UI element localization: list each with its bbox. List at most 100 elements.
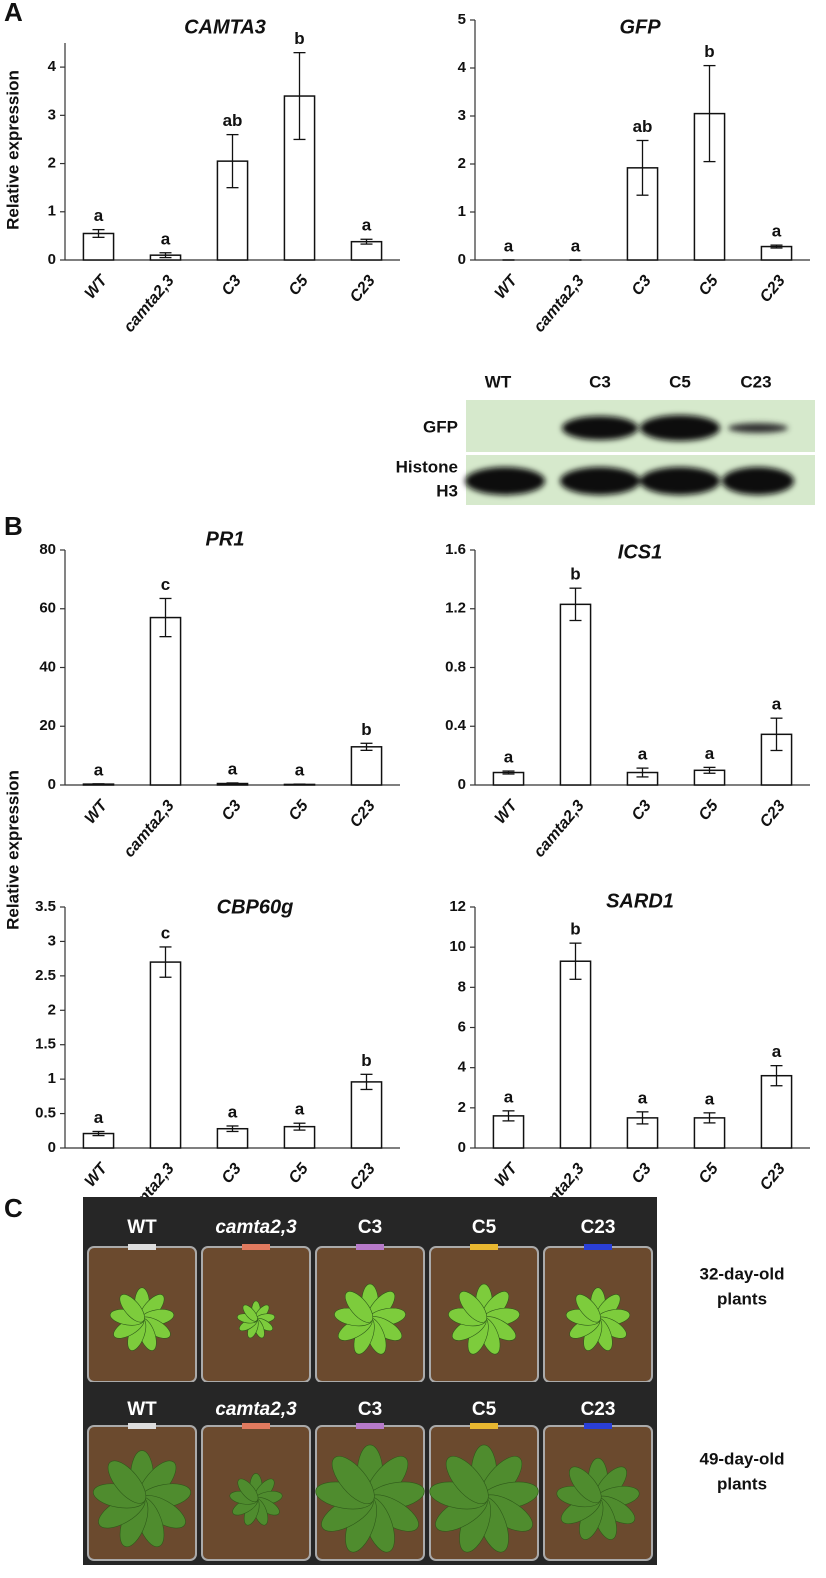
x-tick-label: camta2,3: [531, 272, 588, 335]
error-bar: [636, 1111, 649, 1125]
x-tick-label: WT: [492, 271, 522, 302]
significance-letter: a: [772, 695, 782, 714]
significance-letter: a: [571, 236, 581, 255]
significance-letter: a: [705, 744, 715, 763]
leaf: [445, 1456, 489, 1504]
error-bar: [159, 597, 172, 638]
significance-letter: a: [228, 1102, 238, 1121]
error-bar: [703, 766, 716, 774]
significance-letter: a: [638, 745, 648, 764]
y-tick-label: 1.6: [445, 541, 466, 558]
label-tag: [128, 1244, 156, 1250]
chart-title: ICS1: [618, 541, 662, 563]
x-tick-label: C3: [629, 272, 655, 299]
y-tick-label: 20: [39, 717, 56, 734]
significance-letter: a: [504, 748, 514, 767]
bar: [350, 746, 383, 786]
row-label: Histone: [396, 457, 458, 476]
chart-title: PR1: [206, 528, 245, 550]
significance-letter: a: [362, 216, 372, 235]
error-bar: [360, 742, 373, 751]
y-tick-label: 0: [458, 1139, 466, 1156]
error-bar: [159, 252, 172, 259]
significance-letter: ab: [223, 111, 243, 130]
panel-label: A: [4, 0, 23, 27]
chart-title: CAMTA3: [184, 16, 266, 38]
bar: [559, 960, 592, 1149]
x-tick-label: C23: [347, 1160, 379, 1193]
error-bar: [226, 1125, 239, 1133]
x-tick-label: C3: [219, 797, 245, 824]
significance-letter: a: [772, 222, 782, 241]
x-tick-label: WT: [82, 271, 112, 302]
label-tag: [356, 1423, 384, 1429]
x-tick-label: camta2,3: [121, 272, 178, 335]
panel-label: C: [4, 1193, 23, 1223]
y-tick-label: 2: [48, 155, 56, 172]
y-tick-label: 0: [48, 776, 56, 793]
x-tick-label: C23: [757, 272, 789, 305]
x-tick-label: C5: [696, 1160, 723, 1187]
leaf: [237, 1478, 259, 1503]
y-tick-label: 1.2: [445, 600, 466, 617]
y-axis-label: Relative expression: [3, 70, 22, 230]
y-tick-label: 6: [458, 1018, 466, 1035]
bar: [82, 232, 115, 261]
significance-letter: b: [570, 920, 580, 939]
age-caption: plants: [717, 1289, 767, 1308]
x-tick-label: C5: [696, 797, 723, 824]
significance-letter: b: [361, 720, 371, 739]
y-tick-label: 1: [48, 1070, 56, 1087]
significance-letter: a: [504, 236, 514, 255]
error-bar: [226, 133, 239, 189]
genotype-label: C23: [581, 1217, 616, 1238]
x-tick-label: C3: [219, 272, 245, 299]
genotype-label: WT: [127, 1399, 157, 1420]
x-tick-label: C23: [757, 1160, 789, 1193]
chart-title: SARD1: [606, 890, 674, 912]
y-tick-label: 0.5: [35, 1105, 56, 1122]
genotype-label: C3: [358, 1399, 382, 1420]
leaf: [331, 1456, 375, 1504]
error-bar: [293, 1122, 306, 1131]
x-tick-label: C5: [286, 272, 313, 299]
significance-letter: a: [295, 1100, 305, 1119]
x-tick-label: C3: [629, 797, 655, 824]
genotype-label: WT: [127, 1217, 157, 1238]
y-tick-label: 4: [458, 1059, 467, 1076]
significance-letter: ab: [633, 117, 653, 136]
error-bar: [770, 1065, 783, 1087]
x-tick-label: C3: [219, 1160, 245, 1187]
age-caption: plants: [717, 1474, 767, 1493]
label-tag: [470, 1244, 498, 1250]
y-tick-label: 40: [39, 658, 56, 675]
x-tick-label: WT: [82, 1159, 112, 1190]
x-tick-label: C3: [629, 1160, 655, 1187]
panel-label: B: [4, 511, 23, 541]
leaf: [458, 1291, 488, 1323]
error-bar: [92, 1130, 105, 1137]
significance-letter: a: [772, 1042, 782, 1061]
x-tick-label: C5: [286, 797, 313, 824]
blot-bands: [465, 415, 794, 495]
error-bar: [703, 1112, 716, 1124]
leaf: [107, 1460, 147, 1504]
error-bar: [226, 782, 239, 785]
age-caption: 49-day-old: [699, 1449, 784, 1468]
label-tag: [584, 1244, 612, 1250]
error-bar: [92, 783, 105, 786]
y-tick-label: 1.5: [35, 1036, 56, 1053]
significance-letter: b: [704, 42, 714, 61]
error-bar: [770, 244, 783, 249]
y-tick-label: 2.5: [35, 967, 56, 984]
error-bar: [502, 1110, 515, 1122]
y-tick-label: 0: [48, 1139, 56, 1156]
error-bar: [569, 587, 582, 622]
significance-letter: a: [94, 206, 104, 225]
y-tick-label: 0: [458, 251, 466, 268]
lane-label: WT: [485, 372, 512, 391]
bar: [760, 1074, 793, 1149]
label-tag: [356, 1244, 384, 1250]
y-tick-label: 8: [458, 978, 466, 995]
y-tick-label: 3: [458, 107, 466, 124]
